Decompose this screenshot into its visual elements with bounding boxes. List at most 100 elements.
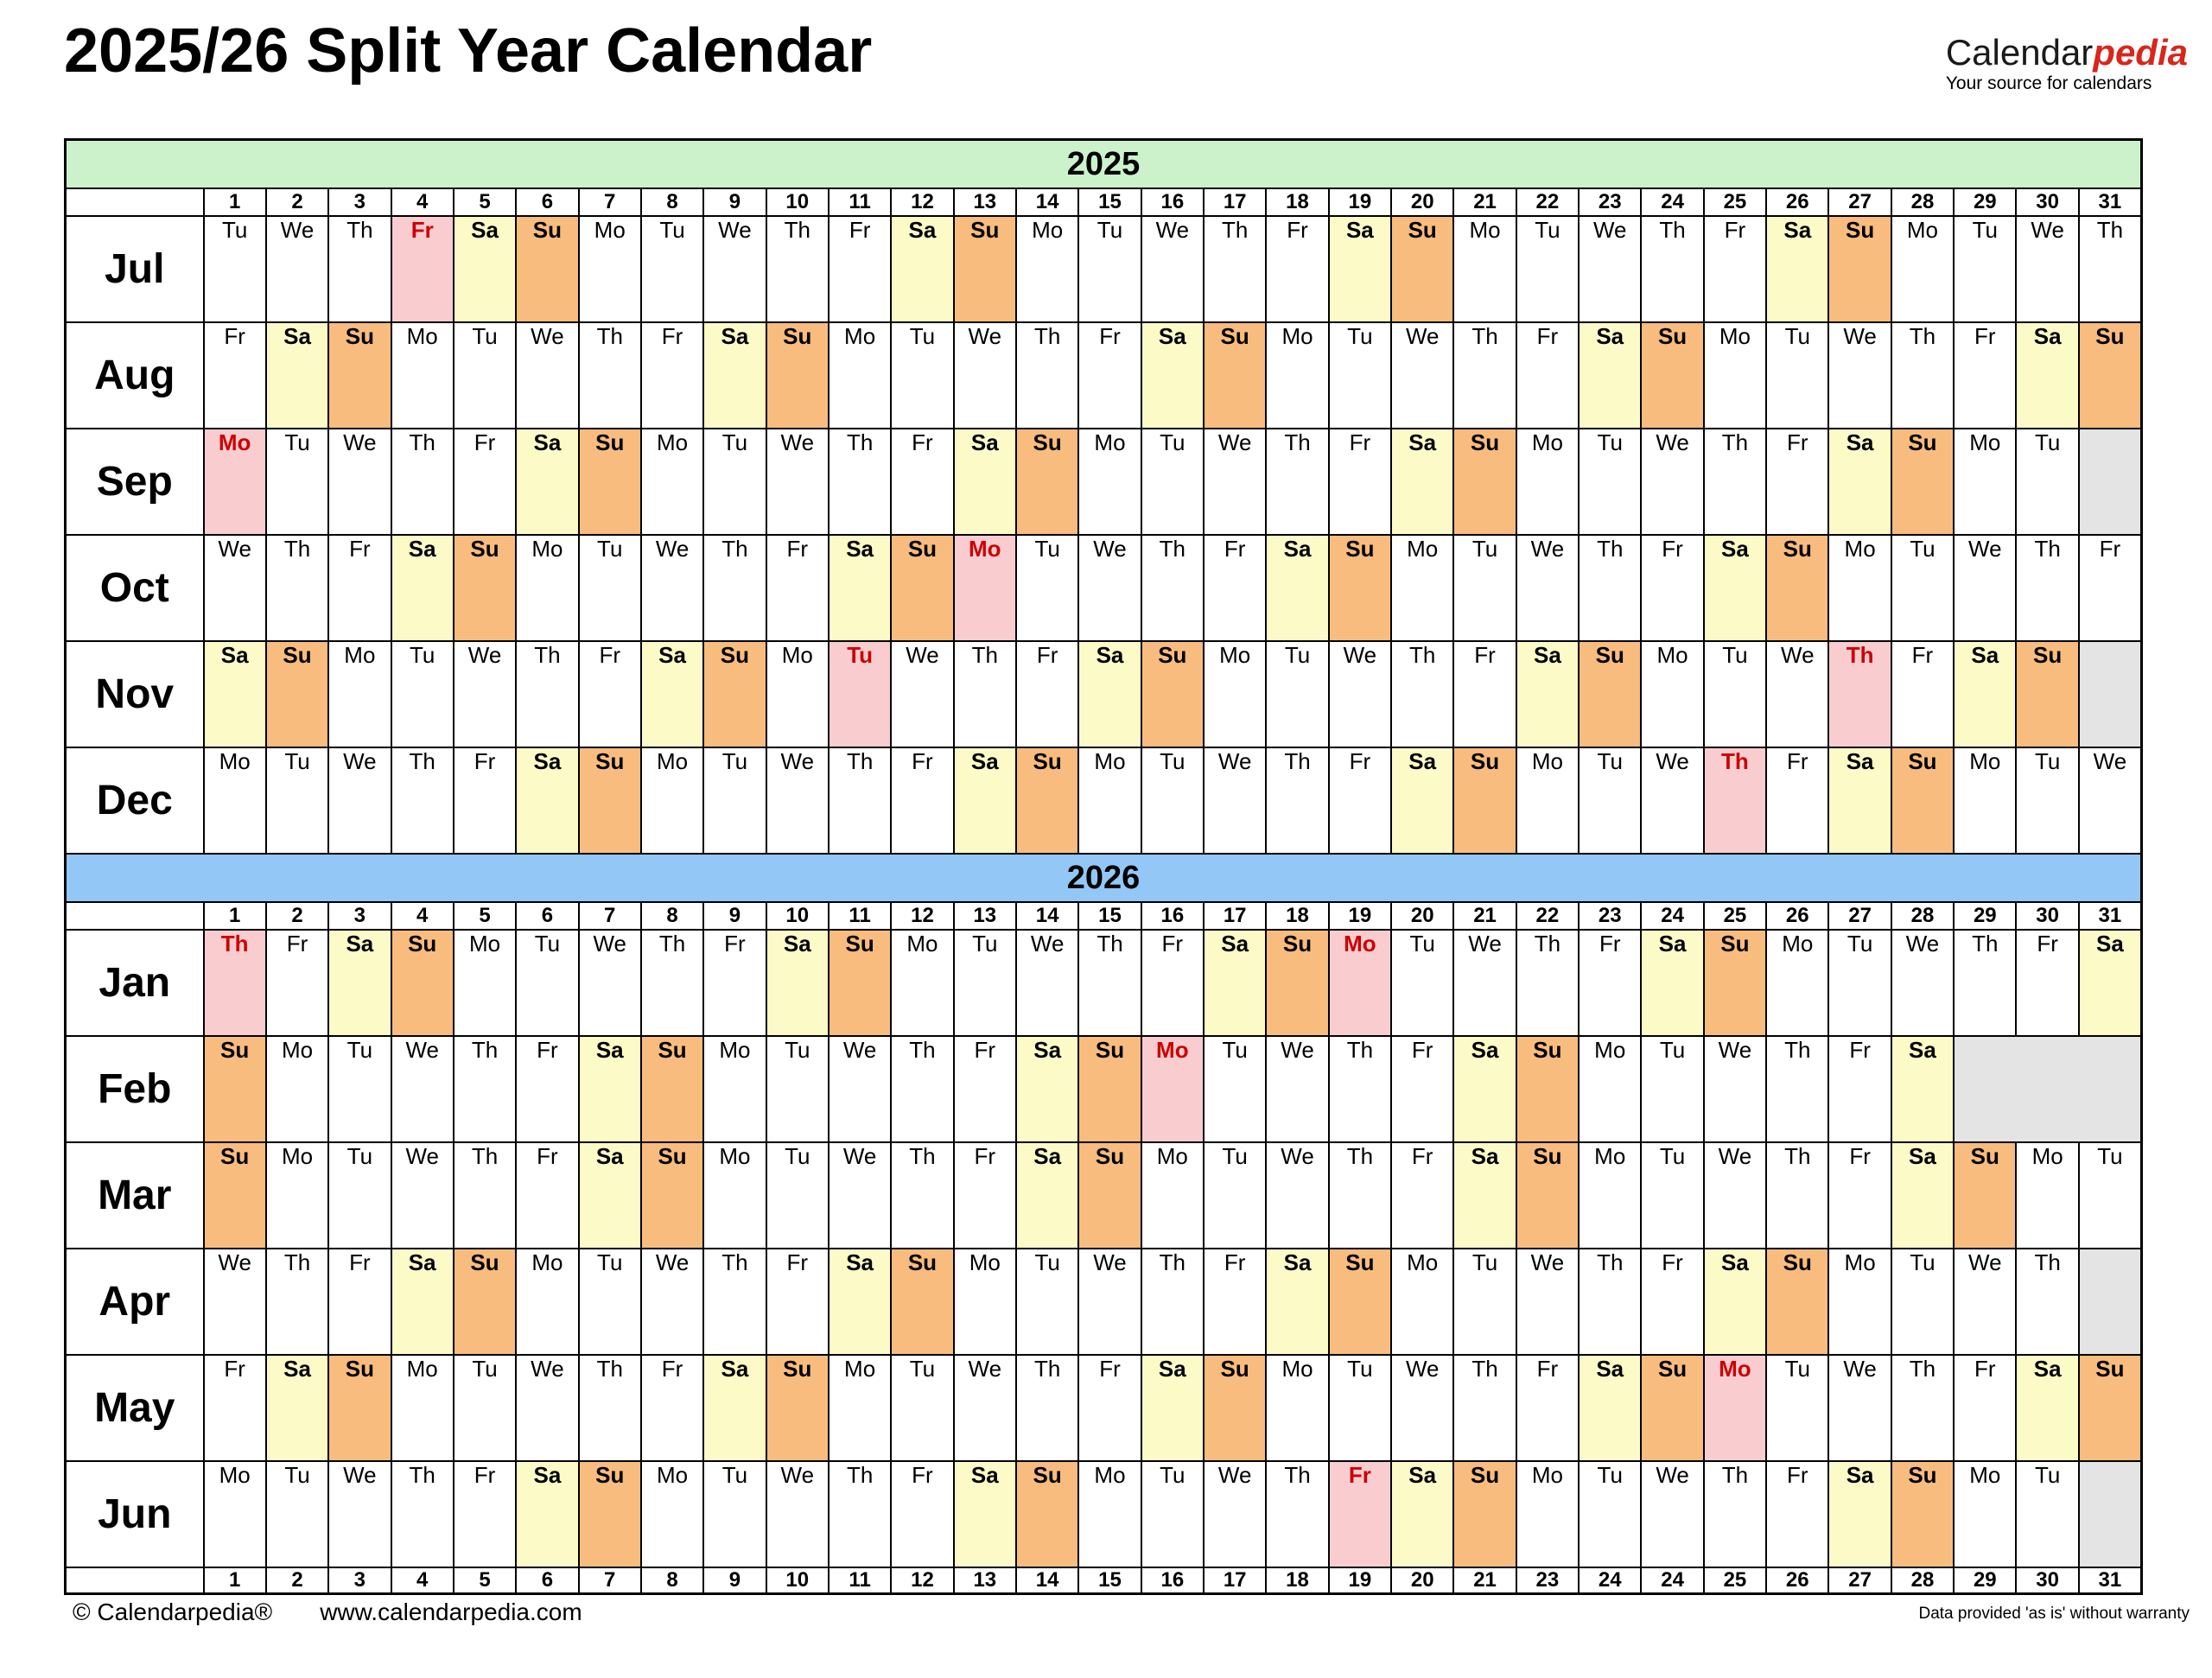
day-cell-nov-1: Sa [202,640,267,748]
month-label-may: May [64,1354,205,1462]
day-cell-feb-27: Fr [1827,1035,1892,1143]
day-cell-may-12: Tu [890,1354,955,1462]
day-cell-nov-12: We [890,640,955,748]
day-cell-may-23: Sa [1578,1354,1643,1462]
day-cell-feb-28: Sa [1890,1035,1955,1143]
day-cell-apr-22: We [1515,1248,1580,1356]
day-cell-oct-16: Th [1140,534,1205,642]
day-number-footer-col12: 12 [890,1567,955,1595]
day-cell-dec-11: Th [827,747,893,855]
day-cell-nov-9: Su [702,640,767,748]
day-number-header-2025-col5: 5 [452,188,518,217]
month-label-jul: Jul [64,215,205,323]
month-row-jun: Jun Mo Tu We Th Fr Sa Su Mo Tu We Th Fr Sa Su Mo Tu We Th F… [64,1460,2143,1568]
day-cell-feb-11: We [827,1035,893,1143]
day-cell-dec-2: Tu [264,747,330,855]
day-number-header-2025-col26: 26 [1765,188,1830,217]
day-cell-mar-23: Mo [1578,1141,1643,1249]
day-cell-feb-1: Su [202,1035,267,1143]
day-cell-sep-11: Th [827,428,893,536]
day-cell-jul-11: Fr [827,215,893,323]
day-cell-nov-5: We [452,640,518,748]
day-cell-may-28: Th [1890,1354,1955,1462]
day-number-header-2025-col10: 10 [765,188,830,217]
day-cell-feb-7: Sa [577,1035,642,1143]
day-cell-oct-27: Mo [1827,534,1892,642]
day-cell-dec-29: Mo [1953,747,2018,855]
day-cell-feb-13: Fr [952,1035,1017,1143]
day-cell-may-10: Su [765,1354,830,1462]
day-cell-oct-26: Su [1765,534,1830,642]
day-cell-aug-12: Tu [890,321,955,429]
day-cell-dec-26: Fr [1765,747,1830,855]
day-cell-jan-24: Sa [1640,929,1705,1037]
day-numbers-footer: 1 2 3 4 5 6 7 8 9 10 11 12 13 14 15 16 17 18 19 20 21 23 24 24 2… [64,1567,2143,1595]
day-cell-jan-11: Su [827,929,893,1037]
day-cell-jun-30: Tu [2015,1460,2080,1568]
year-banner-2026: 2026 [64,853,2143,903]
day-cell-nov-10: Mo [765,640,830,748]
day-cell-jan-26: Mo [1765,929,1830,1037]
day-cell-oct-15: We [1077,534,1142,642]
month-row-oct: Oct We Th Fr Sa Su Mo Tu We Th Fr Sa Su Mo Tu We Th Fr Sa S… [64,534,2143,642]
day-cell-feb-4: We [390,1035,454,1143]
day-cell-dec-25: Th [1702,747,1768,855]
day-number-header-2025-col30: 30 [2015,188,2080,217]
day-cell-aug-30: Sa [2015,321,2080,429]
month-row-jan: Jan Th Fr Sa Su Mo Tu We Th Fr Sa Su Mo Tu We Th Fr Sa Su M… [64,929,2143,1037]
empty-days-feb [1953,1035,2143,1143]
day-cell-may-24: Su [1640,1354,1705,1462]
day-cell-jun-15: Mo [1077,1460,1142,1568]
day-cell-feb-25: We [1702,1035,1768,1143]
day-cell-mar-6: Fr [515,1141,580,1249]
day-cell-aug-4: Mo [390,321,454,429]
day-cell-jan-25: Su [1702,929,1768,1037]
day-cell-nov-25: Tu [1702,640,1768,748]
day-cell-sep-24: We [1640,428,1705,536]
day-cell-jun-5: Fr [452,1460,518,1568]
day-cell-sep-23: Tu [1578,428,1643,536]
day-number-header-2025-col22: 22 [1515,188,1580,217]
day-cell-aug-7: Th [577,321,642,429]
day-cell-jul-5: Sa [452,215,518,323]
day-cell-apr-26: Su [1765,1248,1830,1356]
day-cell-feb-21: Sa [1452,1035,1517,1143]
day-cell-oct-8: We [639,534,705,642]
day-cell-may-19: Tu [1327,1354,1393,1462]
day-cell-jan-29: Th [1953,929,2018,1037]
day-cell-oct-1: We [202,534,267,642]
day-cell-jan-2: Fr [264,929,330,1037]
day-cell-nov-20: Th [1390,640,1455,748]
day-cell-may-30: Sa [2015,1354,2080,1462]
day-cell-jan-3: Sa [327,929,392,1037]
day-cell-jun-9: Tu [702,1460,767,1568]
day-cell-oct-29: We [1953,534,2018,642]
day-cell-apr-25: Sa [1702,1248,1768,1356]
day-number-header-2025-col4: 4 [390,188,454,217]
day-cell-mar-9: Mo [702,1141,767,1249]
day-cell-jun-20: Sa [1390,1460,1455,1568]
split-year-calendar: 2025 1 2 3 4 5 6 7 8 9 10 11 12 13 14 15 16 17 18 19 20 21 22 2… [64,138,2143,1595]
day-cell-dec-14: Su [1014,747,1080,855]
day-cell-may-7: Th [577,1354,642,1462]
day-cell-dec-27: Sa [1827,747,1892,855]
day-cell-dec-9: Tu [702,747,767,855]
day-cell-may-15: Fr [1077,1354,1142,1462]
day-cell-dec-5: Fr [452,747,518,855]
day-cell-sep-28: Su [1890,428,1955,536]
day-cell-jun-28: Su [1890,1460,1955,1568]
day-cell-mar-3: Tu [327,1141,392,1249]
day-numbers-header-2025: 1 2 3 4 5 6 7 8 9 10 11 12 13 14 15 16 17 18 19 20 21 22 23 24 2… [64,188,2143,217]
day-cell-jun-17: We [1202,1460,1268,1568]
day-number-header-2026-col19: 19 [1327,901,1393,931]
day-cell-mar-11: We [827,1141,893,1249]
day-number-footer-col3: 3 [327,1567,392,1595]
day-cell-mar-8: Su [639,1141,705,1249]
day-cell-mar-1: Su [202,1141,267,1249]
day-cell-dec-18: Th [1265,747,1330,855]
day-cell-mar-17: Tu [1202,1141,1268,1249]
day-cell-jan-4: Su [390,929,454,1037]
day-number-header-2025-col31: 31 [2077,188,2143,217]
month-row-dec: Dec Mo Tu We Th Fr Sa Su Mo Tu We Th Fr Sa Su Mo Tu We Th F… [64,747,2143,855]
day-cell-aug-6: We [515,321,580,429]
